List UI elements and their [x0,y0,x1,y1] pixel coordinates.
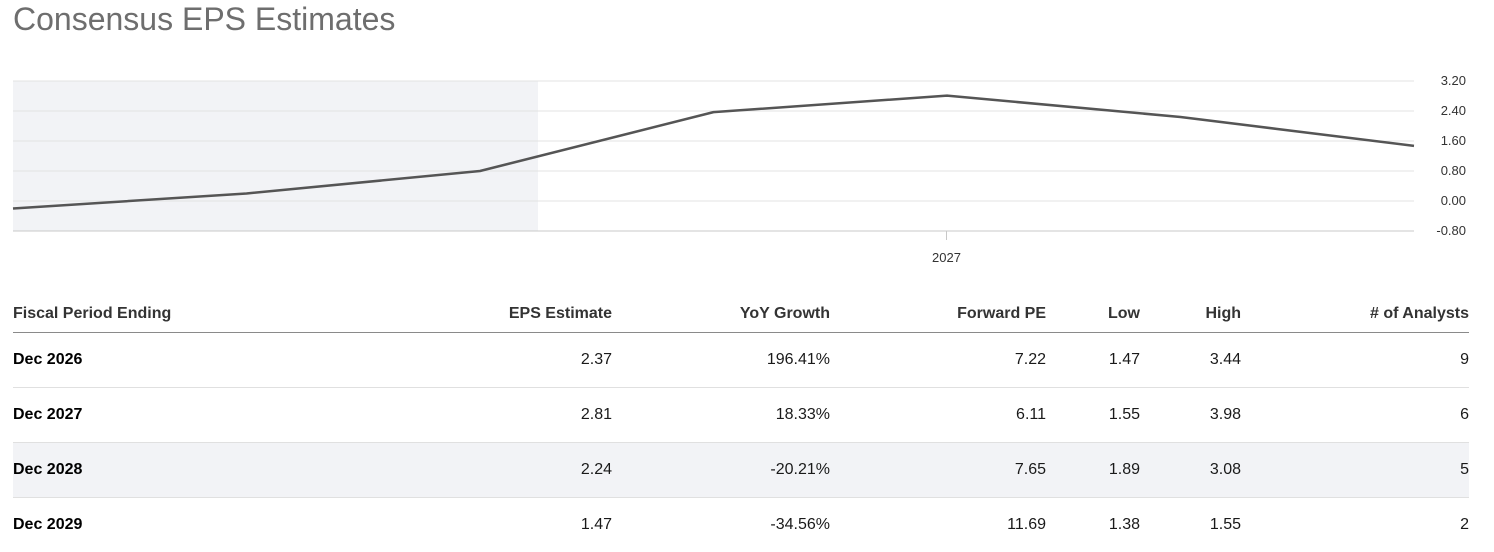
eps-cell: 2.24 [265,443,612,498]
header-num-analysts: # of Analysts [1241,296,1469,333]
analysts-cell: 2 [1241,498,1469,552]
period-cell: Dec 2026 [13,333,265,388]
table-row: Dec 2027 2.81 18.33% 6.11 1.55 3.98 6 [13,388,1469,443]
pe-cell: 6.11 [830,388,1046,443]
high-cell: 3.44 [1140,333,1241,388]
pe-cell: 7.65 [830,443,1046,498]
yoy-cell: -34.56% [612,498,830,552]
header-eps-estimate: EPS Estimate [265,296,612,333]
y-tick-label: 1.60 [1441,133,1466,148]
eps-line-chart: 2027 3.20 2.40 1.60 0.80 0.00 -0.80 [0,0,1494,280]
header-yoy-growth: YoY Growth [612,296,830,333]
eps-cell: 2.37 [265,333,612,388]
yoy-cell: -20.21% [612,443,830,498]
period-cell: Dec 2027 [13,388,265,443]
table-row: Dec 2028 2.24 -20.21% 7.65 1.89 3.08 5 [13,443,1469,498]
high-cell: 3.08 [1140,443,1241,498]
analysts-cell: 6 [1241,388,1469,443]
analysts-cell: 5 [1241,443,1469,498]
pe-cell: 7.22 [830,333,1046,388]
header-fiscal-period: Fiscal Period Ending [13,296,265,333]
table-row: Dec 2029 1.47 -34.56% 11.69 1.38 1.55 2 [13,498,1469,552]
y-tick-label: 0.00 [1441,193,1466,208]
high-cell: 1.55 [1140,498,1241,552]
eps-estimates-table: Fiscal Period Ending EPS Estimate YoY Gr… [13,296,1469,552]
eps-cell: 1.47 [265,498,612,552]
high-cell: 3.98 [1140,388,1241,443]
period-cell: Dec 2029 [13,498,265,552]
table-row: Dec 2026 2.37 196.41% 7.22 1.47 3.44 9 [13,333,1469,388]
low-cell: 1.89 [1046,443,1140,498]
y-axis-ticks: 3.20 2.40 1.60 0.80 0.00 -0.80 [1436,73,1466,238]
pe-cell: 11.69 [830,498,1046,552]
header-high: High [1140,296,1241,333]
low-cell: 1.55 [1046,388,1140,443]
yoy-cell: 18.33% [612,388,830,443]
header-low: Low [1046,296,1140,333]
y-tick-label: 0.80 [1441,163,1466,178]
x-axis-ticks: 2027 [932,231,961,265]
yoy-cell: 196.41% [612,333,830,388]
analysts-cell: 9 [1241,333,1469,388]
table-header-row: Fiscal Period Ending EPS Estimate YoY Gr… [13,296,1469,333]
historical-shaded-region [13,81,538,231]
eps-cell: 2.81 [265,388,612,443]
y-tick-label: 3.20 [1441,73,1466,88]
y-tick-label: 2.40 [1441,103,1466,118]
header-forward-pe: Forward PE [830,296,1046,333]
period-cell: Dec 2028 [13,443,265,498]
y-tick-label: -0.80 [1436,223,1466,238]
x-tick-label: 2027 [932,250,961,265]
low-cell: 1.38 [1046,498,1140,552]
low-cell: 1.47 [1046,333,1140,388]
